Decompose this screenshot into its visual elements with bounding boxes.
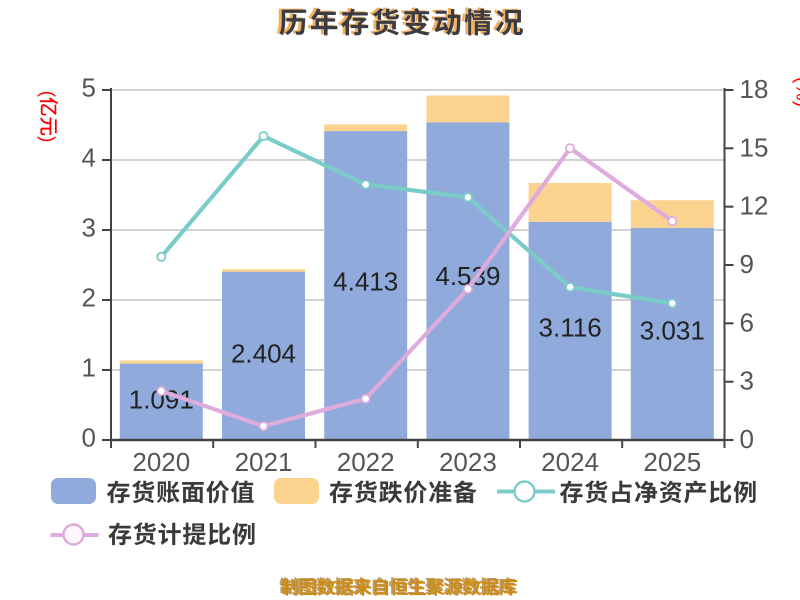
svg-text:12: 12 [740,191,769,221]
svg-text:3: 3 [82,213,96,243]
svg-text:2024: 2024 [541,447,599,477]
svg-text:2: 2 [82,283,96,313]
svg-text:3.116: 3.116 [539,313,602,343]
svg-text:2.404: 2.404 [231,339,296,369]
svg-text:0: 0 [82,423,96,453]
svg-text:2022: 2022 [337,447,395,477]
svg-text:3: 3 [740,366,754,396]
svg-text:4.413: 4.413 [333,267,398,297]
svg-text:5: 5 [82,73,96,103]
svg-text:1: 1 [82,353,96,383]
svg-text:4: 4 [82,143,96,173]
svg-text:2020: 2020 [132,447,190,477]
svg-text:(: ( [37,91,59,98]
svg-text:(%): (%) [792,77,800,107]
svg-text:9: 9 [740,249,754,279]
svg-text:15: 15 [740,132,769,162]
svg-text:2021: 2021 [235,447,293,477]
svg-text:2025: 2025 [643,447,701,477]
svg-text:): ) [37,136,59,143]
svg-text:18: 18 [740,74,769,104]
svg-text:3.031: 3.031 [640,316,705,346]
svg-text:2023: 2023 [439,447,497,477]
svg-text:6: 6 [740,307,754,337]
svg-text:0: 0 [740,424,754,454]
